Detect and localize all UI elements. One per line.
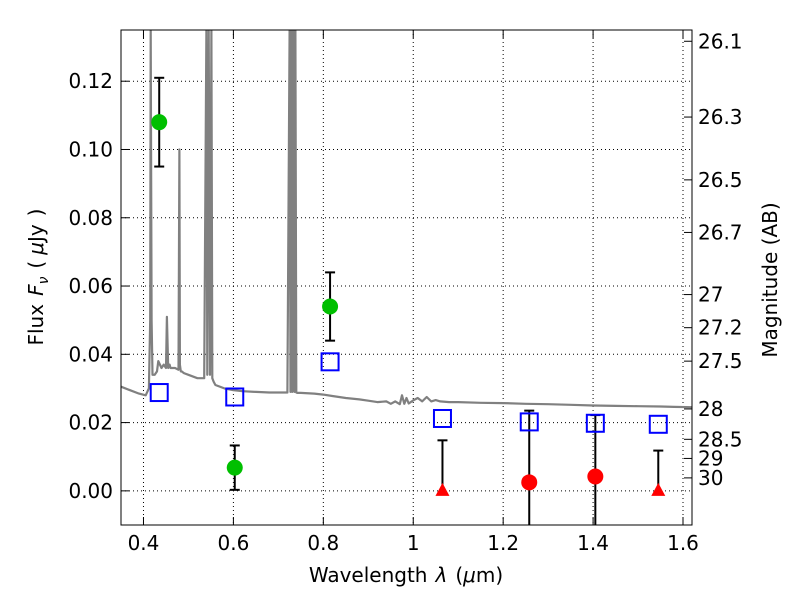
y2-tick-label: 26.7	[698, 220, 743, 244]
y2-tick-label: 27.5	[698, 349, 743, 373]
y2-tick-label: 26.1	[698, 29, 743, 53]
model-point	[519, 412, 539, 432]
axis-ticks: 0.4 0.6 0.8 1 1.2 1.4 1.6 0.00 0.02 0.04 0.06 0.08 0…	[68, 29, 742, 555]
data-point	[151, 114, 168, 131]
y-tick-label: 0.00	[68, 479, 113, 503]
y-title-symbol: F	[24, 284, 48, 296]
data-point	[226, 459, 243, 476]
grid-lines	[121, 30, 692, 525]
y-tick-label: 0.08	[68, 206, 113, 230]
x-tick-label: 0.4	[128, 531, 160, 555]
model-point	[320, 352, 340, 372]
y2-tick-label: 30	[698, 466, 723, 490]
y-title-mu: μ	[24, 242, 48, 256]
x-axis-title: Wavelength λ (μm)	[309, 563, 503, 587]
y-title-close: )	[24, 208, 48, 216]
x-tick-label: 1.4	[577, 531, 609, 555]
model-point	[648, 414, 668, 434]
upper-limit-marker	[651, 482, 666, 496]
y-tick-label: 0.02	[68, 411, 113, 435]
y2-tick-label: 28.5	[698, 427, 743, 451]
data-points	[149, 76, 668, 525]
x-title-unit: m)	[476, 563, 503, 587]
y-title-word: Flux	[24, 304, 48, 346]
x-title-open: (	[455, 563, 463, 587]
x-tick-label: 1.6	[667, 531, 699, 555]
y2-tick-label: 26.3	[698, 105, 743, 129]
y2-tick-label: 27	[698, 283, 723, 307]
y-title-subscript: ν	[36, 276, 52, 284]
x-tick-label: 0.8	[307, 531, 339, 555]
x-tick-label: 1.2	[487, 531, 519, 555]
y-title-unit: Jy	[24, 224, 48, 244]
model-spectrum	[121, 30, 692, 409]
data-point	[587, 468, 604, 485]
model-point	[225, 387, 245, 407]
x-title-symbol: λ	[434, 563, 447, 587]
spectrum-line	[121, 30, 692, 409]
x-tick-label: 0.6	[217, 531, 249, 555]
data-point	[521, 474, 538, 491]
x-title-mu: μ	[462, 563, 476, 587]
y-axis-title: Flux Fν ( μJy)	[24, 208, 52, 345]
y-tick-label: 0.12	[68, 69, 113, 93]
y2-tick-label: 27.2	[698, 316, 743, 340]
x-title-word: Wavelength	[309, 563, 428, 587]
y-tick-label: 0.04	[68, 342, 113, 366]
y-tick-label: 0.10	[68, 137, 113, 161]
model-point	[432, 408, 452, 428]
y-tick-label: 0.06	[68, 274, 113, 298]
data-point	[322, 298, 339, 315]
y-title-open: (	[24, 261, 48, 269]
y2-tick-label: 28	[698, 397, 723, 421]
y2-axis-title: Magnitude (AB)	[758, 202, 782, 357]
plot-frame	[120, 29, 693, 526]
y2-tick-label: 29	[698, 446, 723, 470]
upper-limit-marker	[435, 482, 450, 496]
model-point	[149, 383, 169, 403]
model-point	[585, 413, 605, 433]
x-tick-label: 1	[407, 531, 420, 555]
y2-tick-label: 26.5	[698, 168, 743, 192]
